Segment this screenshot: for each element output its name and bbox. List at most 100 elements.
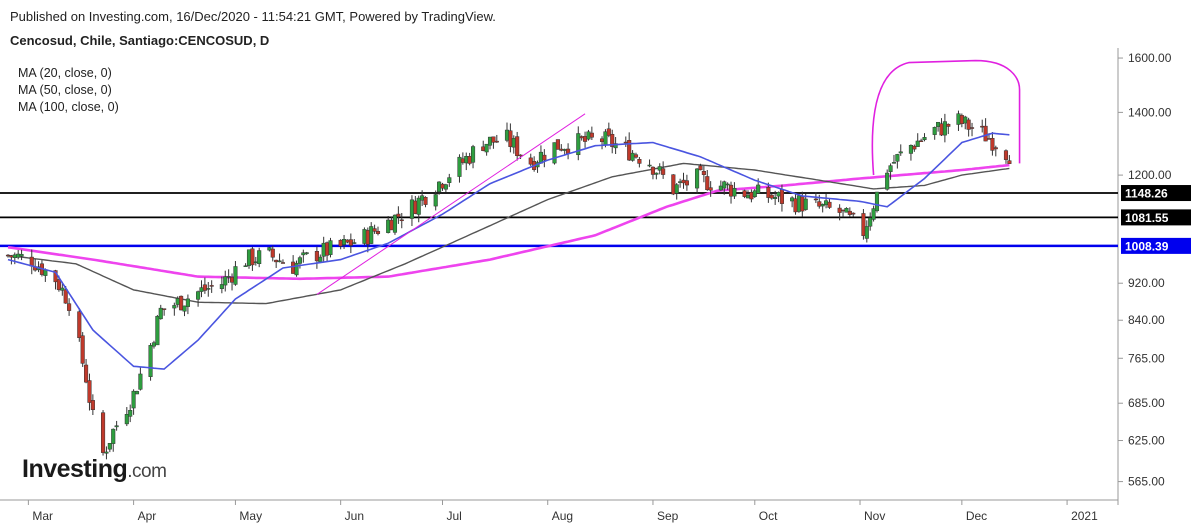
candle-body bbox=[915, 140, 920, 147]
candle-body bbox=[138, 373, 143, 390]
candle-body bbox=[793, 198, 798, 213]
candle-body bbox=[708, 187, 713, 191]
candle-body bbox=[151, 342, 157, 347]
candle-body bbox=[270, 248, 275, 258]
candle-body bbox=[745, 194, 751, 199]
candle-body bbox=[470, 146, 476, 163]
candle-body bbox=[175, 298, 180, 305]
candle-body bbox=[824, 200, 829, 206]
horizontal-line-label-3: 1008.39 bbox=[1125, 239, 1169, 253]
candle-body bbox=[134, 391, 140, 395]
candle-body bbox=[864, 226, 869, 239]
candle-body bbox=[114, 425, 119, 428]
candle-body bbox=[365, 230, 370, 245]
candle-body bbox=[128, 410, 133, 417]
candle-body bbox=[504, 129, 510, 141]
candle-body bbox=[752, 190, 757, 197]
candle-body bbox=[912, 145, 917, 150]
horizontal-line-label-2: 1081.55 bbox=[1125, 211, 1169, 225]
symbol-title: Cencosud, Chile, Santiago:CENCOSUD, D bbox=[10, 33, 270, 48]
ma100-line bbox=[7, 163, 1010, 281]
candle-body bbox=[196, 291, 201, 300]
candle-body bbox=[9, 255, 14, 258]
candle-body bbox=[695, 168, 700, 189]
candle-body bbox=[345, 239, 350, 243]
x-tick-label: Sep bbox=[657, 509, 679, 523]
legend-ma50: MA (50, close, 0) bbox=[18, 83, 112, 97]
candle-body bbox=[919, 140, 924, 142]
candle-body bbox=[861, 213, 866, 236]
y-tick-label: 920.00 bbox=[1128, 276, 1165, 290]
x-tick-label: Jun bbox=[345, 509, 364, 523]
candle-body bbox=[297, 257, 302, 264]
candle-body bbox=[396, 213, 401, 217]
candle-body bbox=[800, 196, 805, 212]
candle-body bbox=[209, 285, 214, 287]
candle-body bbox=[813, 198, 818, 201]
candle-body bbox=[562, 149, 567, 151]
candle-body bbox=[891, 162, 897, 164]
candle-body bbox=[610, 133, 615, 147]
candle-body bbox=[552, 142, 557, 164]
candle-body bbox=[606, 128, 611, 136]
candle-body bbox=[518, 154, 523, 157]
candle-body bbox=[155, 316, 160, 346]
candle-body bbox=[423, 197, 428, 205]
candle-body bbox=[437, 181, 442, 193]
candle-body bbox=[314, 251, 319, 262]
trend-line bbox=[316, 113, 586, 295]
x-tick-label: Mar bbox=[32, 509, 53, 523]
candle-body bbox=[301, 252, 306, 256]
candle-body bbox=[202, 284, 207, 291]
candle-body bbox=[56, 279, 61, 291]
candle-body bbox=[749, 192, 754, 200]
candle-body bbox=[325, 242, 330, 256]
candle-body bbox=[705, 176, 710, 191]
candle-body bbox=[60, 287, 65, 291]
candle-body bbox=[219, 284, 224, 289]
candle-body bbox=[1003, 150, 1009, 160]
candle-body bbox=[63, 289, 68, 304]
y-tick-label: 1600.00 bbox=[1128, 51, 1172, 65]
candle-body bbox=[253, 261, 258, 264]
candle-body bbox=[633, 154, 639, 158]
y-tick-label: 625.00 bbox=[1128, 434, 1165, 448]
candle-body bbox=[104, 451, 109, 454]
candle-body bbox=[413, 200, 418, 214]
candle-body bbox=[990, 137, 995, 151]
candle-body bbox=[90, 400, 95, 411]
candle-body bbox=[148, 345, 153, 377]
candle-body bbox=[674, 184, 679, 194]
x-tick-label: Dec bbox=[966, 509, 987, 523]
horizontal-line-label-box-2 bbox=[1121, 209, 1191, 226]
candle-body bbox=[182, 305, 187, 312]
candle-body bbox=[698, 165, 703, 171]
candle-body bbox=[257, 250, 262, 265]
candle-body bbox=[352, 242, 357, 244]
horizontal-line-label-box-3 bbox=[1121, 237, 1191, 254]
candle-body bbox=[654, 172, 659, 175]
candle-body bbox=[956, 113, 961, 125]
x-tick-label: Oct bbox=[759, 509, 778, 523]
candle-body bbox=[87, 380, 92, 403]
candle-body bbox=[67, 303, 72, 311]
candle-body bbox=[124, 414, 129, 425]
candle-body bbox=[840, 209, 846, 212]
candle-body bbox=[579, 136, 584, 139]
candle-body bbox=[742, 190, 747, 197]
candle-body bbox=[369, 226, 374, 244]
candle-body bbox=[725, 183, 730, 186]
candle-body bbox=[243, 265, 248, 267]
candle-body bbox=[844, 207, 849, 213]
candle-body bbox=[922, 137, 927, 141]
candle-body bbox=[790, 197, 795, 202]
y-tick-label: 1200.00 bbox=[1128, 168, 1172, 182]
x-tick-label: Jul bbox=[446, 509, 461, 523]
candle-body bbox=[318, 256, 323, 263]
horizontal-line-label-1: 1148.26 bbox=[1125, 187, 1168, 201]
candle-body bbox=[440, 183, 445, 189]
candle-body bbox=[338, 239, 343, 247]
candle-body bbox=[206, 288, 211, 290]
candle-body bbox=[321, 242, 326, 257]
